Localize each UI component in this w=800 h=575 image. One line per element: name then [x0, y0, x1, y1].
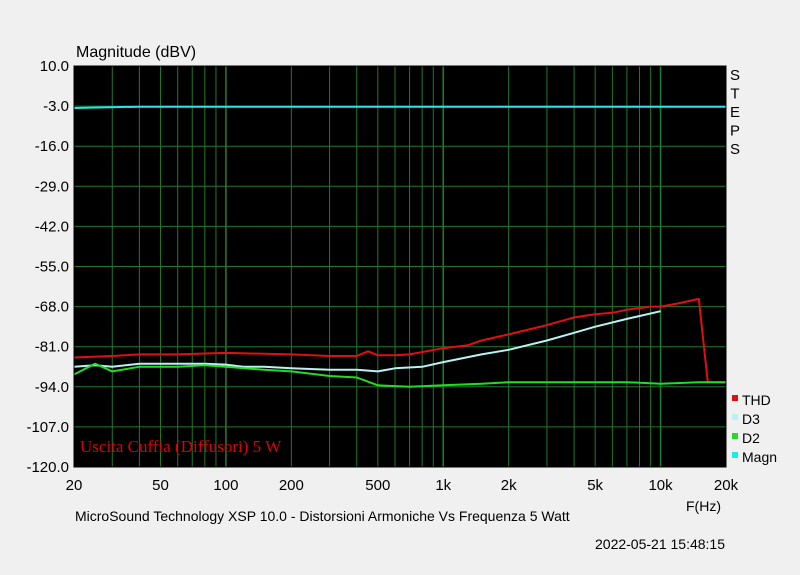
legend-swatch-d3 [732, 414, 738, 420]
series-line-d3 [73, 310, 661, 373]
y-tick-label: -81.0 [35, 339, 69, 356]
series-line-d2 [73, 362, 726, 388]
legend-label-thd: THD [742, 392, 771, 408]
grid [74, 65, 726, 468]
y-tick-label: -29.0 [35, 178, 69, 195]
y-tick-label: -3.0 [43, 98, 69, 115]
series-line-thd [73, 297, 726, 384]
y-axis-title: Magnitude (dBV) [76, 44, 196, 61]
legend-label-d3: D3 [742, 411, 760, 427]
x-tick-label: 200 [279, 477, 304, 494]
x-tick-label: 50 [152, 477, 169, 494]
x-axis-title: F(Hz) [686, 498, 721, 514]
steps-letter: S [730, 141, 740, 158]
steps-letter: S [730, 67, 740, 84]
x-tick-label: 500 [365, 477, 390, 494]
plot-frame [73, 65, 727, 468]
y-tick-label: -55.0 [35, 259, 69, 276]
y-tick-label: -120.0 [26, 459, 69, 476]
legend-swatch-magn [732, 452, 738, 458]
y-tick-label: 10.0 [40, 58, 69, 75]
x-tick-label: 20k [714, 477, 739, 494]
legend-swatch-d2 [732, 433, 738, 439]
x-tick-label: 2k [501, 477, 517, 494]
legend-label-magn: Magn [742, 449, 777, 465]
steps-letter: T [730, 86, 739, 103]
series-line-magn [73, 105, 726, 109]
y-tick-label: -94.0 [35, 379, 69, 396]
steps-letter: P [730, 123, 740, 140]
legend-label-d2: D2 [742, 430, 760, 446]
legend-swatch-thd [732, 395, 738, 401]
x-tick-label: 5k [587, 477, 603, 494]
x-tick-labels: 20 50 100 200 500 1k 2k 5k 10k 20k [66, 477, 739, 494]
x-tick-label: 20 [66, 477, 83, 494]
legend: THD D3 D2 Magn [732, 392, 777, 465]
y-tick-labels: 10.0 -3.0 -16.0 -29.0 -42.0 -55.0 -68.0 -81.0 -9… [26, 58, 69, 476]
annotation: Uscita Cuffia (Diffusori) 5 W [80, 437, 282, 456]
timestamp: 2022-05-21 15:48:15 [595, 536, 725, 552]
x-tick-label: 1k [435, 477, 451, 494]
caption: MicroSound Technology XSP 10.0 - Distors… [75, 508, 570, 524]
y-tick-label: -107.0 [26, 419, 69, 436]
x-tick-label: 10k [648, 477, 673, 494]
steps-letter: E [730, 104, 740, 121]
y-tick-label: -16.0 [35, 138, 69, 155]
x-tick-label: 100 [213, 477, 238, 494]
y-tick-label: -68.0 [35, 299, 69, 316]
series-group [73, 105, 726, 388]
y-tick-label: -42.0 [35, 218, 69, 235]
